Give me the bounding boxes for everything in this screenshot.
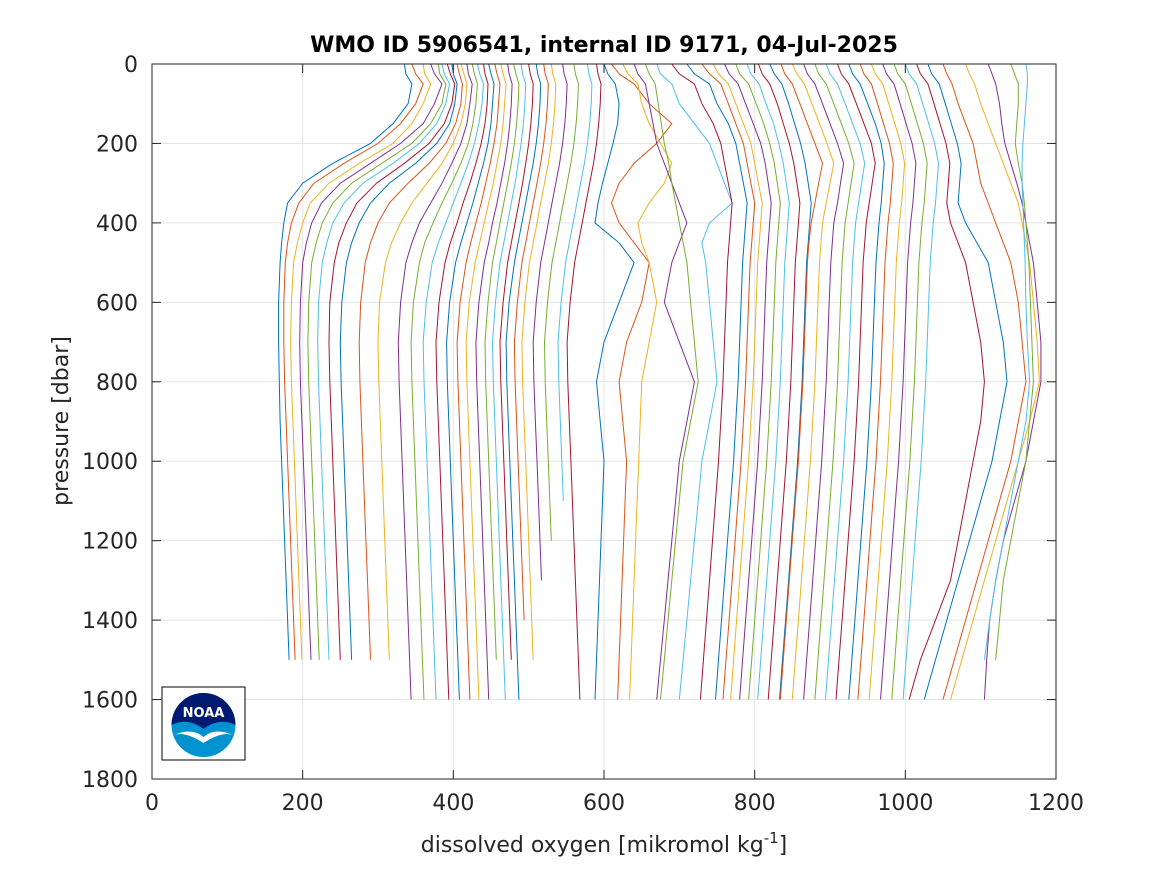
y-tick-label: 1800 <box>82 768 138 793</box>
profile-series-line <box>656 63 733 700</box>
profile-series-line <box>513 63 549 621</box>
profile-series-line <box>983 63 1031 660</box>
profile-series-line <box>410 63 478 700</box>
profile-series-line <box>594 63 635 700</box>
profile-series-line <box>835 63 876 700</box>
profile-series-line <box>712 63 763 700</box>
profile-series-line <box>465 63 507 700</box>
profile-series-line <box>358 63 463 660</box>
y-tick-label: 1000 <box>82 450 138 475</box>
profile-series-line <box>880 63 917 700</box>
chart-title: WMO ID 5906541, internal ID 9171, 04-Jul… <box>310 33 898 58</box>
y-tick-label: 600 <box>96 291 138 316</box>
x-tick-label: 1200 <box>1028 791 1084 816</box>
profile-series-line <box>456 63 501 700</box>
profile-series-line <box>891 63 928 700</box>
x-axis-label: dissolved oxygen [mikromol kg-1] <box>421 829 788 858</box>
y-tick-label: 1600 <box>82 689 138 714</box>
profile-series-line <box>735 63 781 700</box>
axis-ticks: 0 200 400 600 800 1000 1200 0 200 400 600 800 1000 12… <box>82 53 1084 816</box>
profile-series-line <box>339 63 458 660</box>
profile-series-line <box>791 63 835 700</box>
profile-series-line <box>377 63 468 660</box>
profile-series-line <box>769 63 812 700</box>
profile-series-line <box>422 63 485 700</box>
profile-series-line <box>543 63 579 541</box>
y-tick-label: 200 <box>96 132 138 157</box>
profile-series-line <box>857 63 894 700</box>
profile-series-line <box>995 63 1034 660</box>
x-axis-label-end: ] <box>779 833 788 858</box>
profile-series-line <box>686 63 748 700</box>
profile-series-line <box>701 63 756 700</box>
y-tick-label: 0 <box>124 53 138 78</box>
y-tick-label: 400 <box>96 212 138 237</box>
profile-lines <box>278 63 1042 700</box>
x-axis-label-superscript: -1 <box>764 829 779 847</box>
profile-series-line <box>724 63 772 700</box>
y-axis-label: pressure [dbar] <box>49 336 74 506</box>
profile-series-line <box>848 63 885 700</box>
x-tick-label: 800 <box>734 791 776 816</box>
x-tick-label: 600 <box>583 791 625 816</box>
profile-series-line <box>868 63 906 700</box>
profile-series-line <box>566 63 602 700</box>
profile-series-line <box>278 63 413 660</box>
profile-series-line <box>757 63 801 700</box>
profile-series-line <box>942 63 1027 700</box>
noaa-logo-icon: NOAA <box>161 686 246 761</box>
profile-series-line <box>923 63 1008 700</box>
profile-series-line <box>532 63 568 581</box>
y-tick-label: 1200 <box>82 530 138 555</box>
profile-series-line <box>505 63 542 700</box>
profile-series-line <box>283 63 424 660</box>
x-tick-label: 0 <box>145 791 159 816</box>
profile-series-line <box>491 63 527 700</box>
profile-series-line <box>521 63 557 660</box>
profile-series-line <box>557 63 593 501</box>
profile-series-line <box>475 63 513 700</box>
profile-series-line <box>779 63 824 700</box>
profile-series-line <box>328 63 456 660</box>
profile-series-line <box>484 63 520 660</box>
profile-series-line <box>446 63 495 700</box>
profile-series-line <box>671 63 733 700</box>
profile-series-line <box>950 63 1040 700</box>
profile-series-line <box>908 63 985 700</box>
profile-series-line <box>622 63 673 700</box>
y-tick-label: 1400 <box>82 609 138 634</box>
profile-series-line <box>633 63 695 700</box>
profile-series-line <box>435 63 489 700</box>
x-tick-label: 400 <box>432 791 474 816</box>
x-tick-label: 200 <box>282 791 324 816</box>
profile-series-line <box>499 63 534 660</box>
profile-series-line <box>825 63 866 700</box>
profile-series-line <box>803 63 845 700</box>
y-tick-label: 800 <box>96 371 138 396</box>
profile-series-line <box>397 63 473 700</box>
profile-series-line <box>317 63 451 660</box>
profile-series-line <box>814 63 855 700</box>
logo-label: NOAA <box>183 706 225 721</box>
x-axis-label-main: dissolved oxygen [mikromol kg <box>421 833 764 858</box>
profile-series-line <box>644 63 699 700</box>
x-tick-label: 1000 <box>877 791 933 816</box>
profile-series-line <box>307 63 447 660</box>
profile-series-line <box>290 63 432 660</box>
profile-series-line <box>902 63 940 700</box>
profile-series-line <box>299 63 443 660</box>
profile-series-line <box>746 63 790 700</box>
